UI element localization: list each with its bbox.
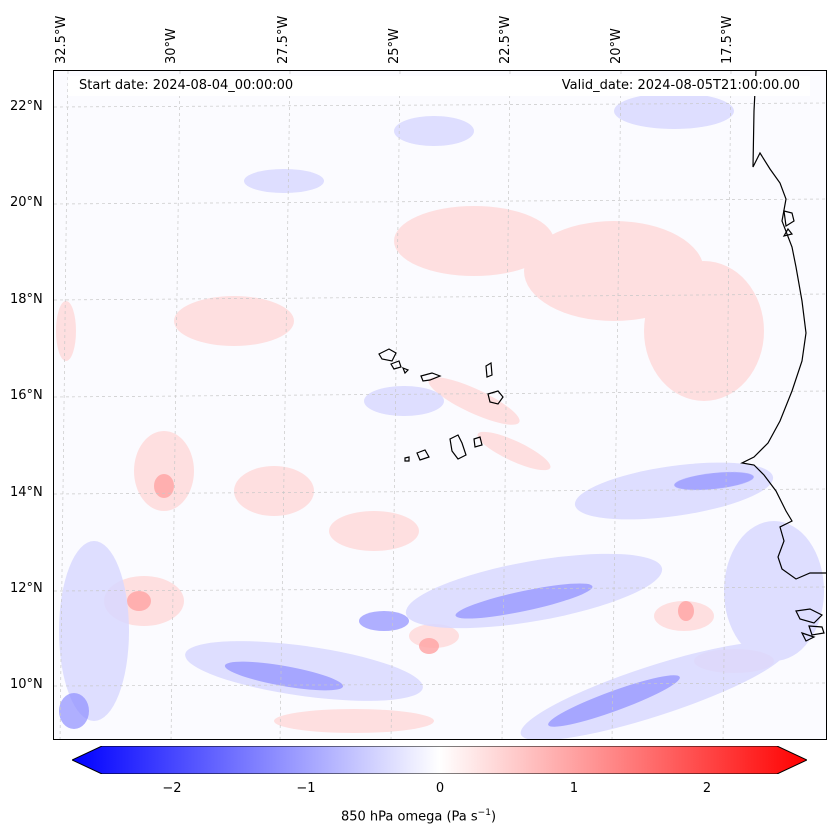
positive-omega-cores — [127, 474, 694, 654]
gridlines — [54, 71, 826, 739]
colorbar-tick: −1 — [296, 781, 316, 796]
colorbar-label: 850 hPa omega (Pa s−1) — [0, 808, 837, 824]
lon-label: 22.5°W — [498, 15, 513, 64]
valid-date-label: Valid_date: 2024-08-05T21:00:00.00 — [561, 78, 800, 93]
lat-label: 12°N — [10, 581, 43, 596]
lat-label: 18°N — [10, 292, 43, 307]
colorbar-tick: 1 — [569, 781, 579, 796]
lon-label: 20°W — [609, 28, 624, 64]
lon-label: 25°W — [387, 28, 402, 64]
lat-label: 16°N — [10, 388, 43, 403]
colorbar-label-exponent: −1 — [477, 808, 491, 818]
lon-label: 27.5°W — [276, 15, 291, 64]
lat-label: 22°N — [10, 99, 43, 114]
lat-label: 14°N — [10, 485, 43, 500]
positive-omega-areas — [56, 206, 774, 733]
header-background — [68, 76, 810, 96]
colorbar-label-text: 850 hPa omega (Pa s — [340, 809, 478, 825]
colorbar — [70, 745, 809, 775]
coastlines — [378, 71, 826, 642]
lat-label: 10°N — [10, 677, 43, 692]
start-date-label: Start date: 2024-08-04_00:00:00 — [79, 78, 294, 93]
colorbar-label-close: ) — [490, 809, 497, 825]
lon-label: 30°W — [164, 28, 179, 64]
colorbar-tick: 2 — [702, 781, 712, 796]
colorbar-tick: 0 — [435, 781, 445, 796]
colorbar-tick: −2 — [162, 781, 182, 796]
lon-label: 32.5°W — [54, 15, 69, 64]
colorbar-gradient — [70, 745, 809, 775]
lon-label: 17.5°W — [720, 15, 735, 64]
omega-field-map — [54, 71, 826, 739]
negative-omega-cores — [59, 472, 754, 729]
lat-label: 20°N — [10, 195, 43, 210]
map-panel — [53, 70, 827, 740]
